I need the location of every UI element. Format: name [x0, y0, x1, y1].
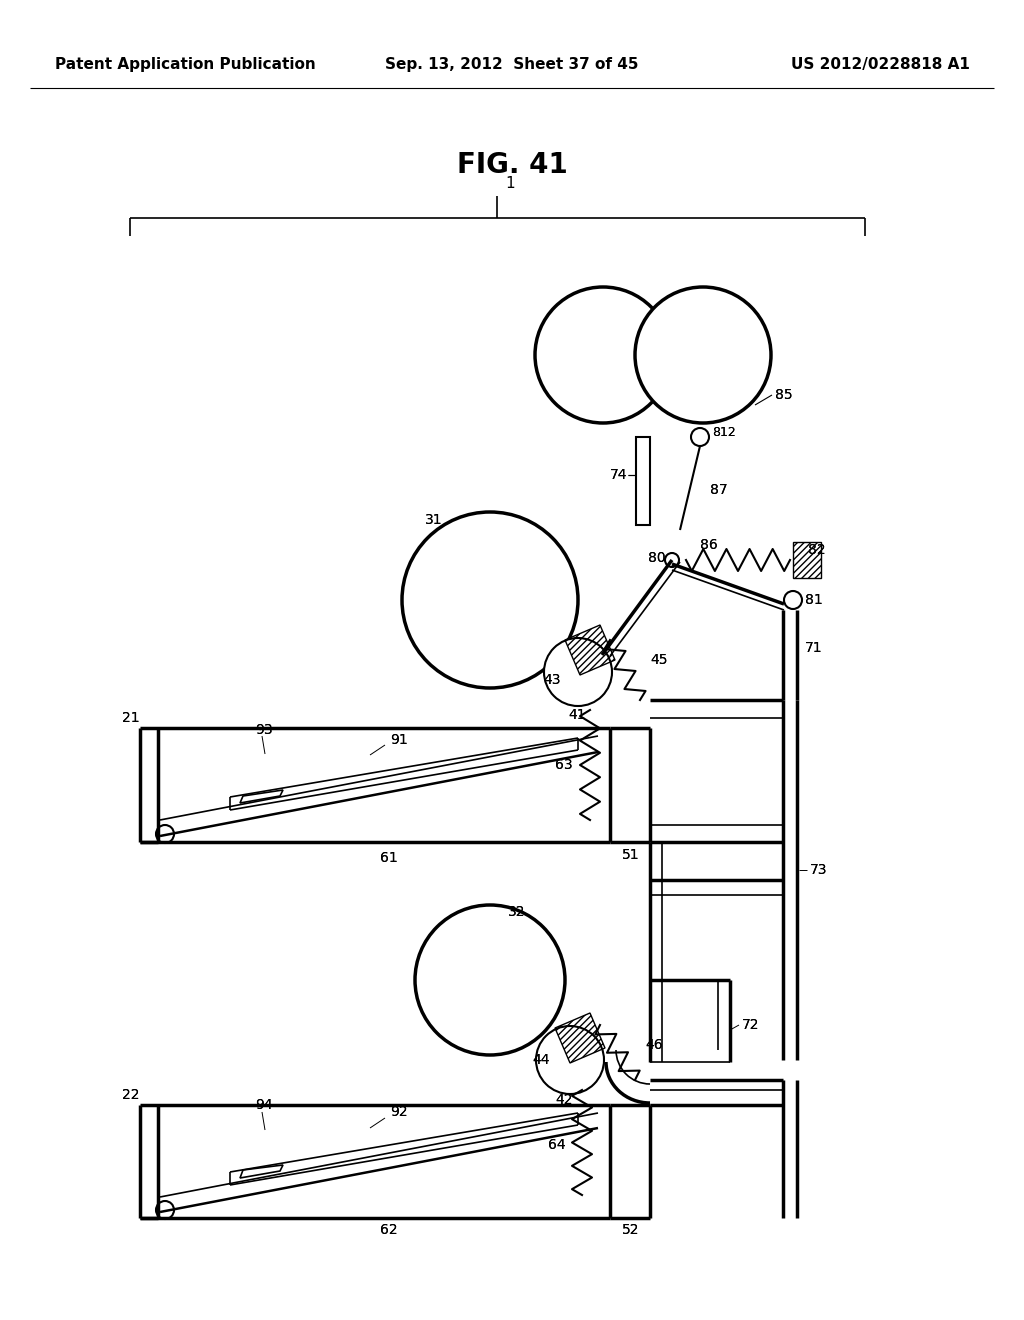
Text: 64: 64: [548, 1138, 565, 1152]
Text: 44: 44: [532, 1053, 550, 1067]
Text: 85: 85: [775, 388, 793, 403]
Text: 41: 41: [568, 708, 586, 722]
Text: 44: 44: [532, 1053, 550, 1067]
Text: 80: 80: [648, 550, 666, 565]
Text: 46: 46: [645, 1038, 663, 1052]
Text: FIG. 41: FIG. 41: [457, 150, 567, 180]
Text: 94: 94: [255, 1098, 272, 1111]
Circle shape: [691, 428, 709, 446]
Text: 64: 64: [548, 1138, 565, 1152]
Text: Patent Application Publication: Patent Application Publication: [55, 58, 315, 73]
Text: 71: 71: [805, 642, 822, 655]
Text: 81: 81: [805, 593, 822, 607]
Text: 63: 63: [555, 758, 572, 772]
Text: 72: 72: [742, 1018, 760, 1032]
Text: 73: 73: [810, 863, 827, 876]
Circle shape: [536, 1026, 604, 1094]
Circle shape: [402, 512, 578, 688]
Circle shape: [665, 553, 679, 568]
Text: 93: 93: [255, 723, 272, 737]
Text: 32: 32: [508, 906, 525, 919]
Text: 71: 71: [805, 642, 822, 655]
Text: 93: 93: [255, 723, 272, 737]
Text: 42: 42: [555, 1093, 572, 1107]
Text: 86: 86: [700, 539, 718, 552]
Text: 45: 45: [650, 653, 668, 667]
Text: 43: 43: [543, 673, 560, 686]
Text: US 2012/0228818 A1: US 2012/0228818 A1: [792, 58, 970, 73]
Circle shape: [544, 638, 612, 706]
Text: 63: 63: [555, 758, 572, 772]
Text: 92: 92: [390, 1105, 408, 1119]
Text: 21: 21: [122, 711, 139, 725]
Text: 86: 86: [700, 539, 718, 552]
Text: 43: 43: [543, 673, 560, 686]
Text: 1: 1: [505, 176, 515, 190]
Text: 82: 82: [808, 543, 825, 557]
Bar: [636, 437, 650, 525]
Text: 94: 94: [255, 1098, 272, 1111]
Text: 812: 812: [712, 426, 736, 440]
Text: 31: 31: [425, 513, 442, 527]
Text: 74: 74: [610, 469, 628, 482]
Circle shape: [535, 286, 671, 422]
Text: 80: 80: [648, 550, 666, 565]
Text: 72: 72: [742, 1018, 760, 1032]
Text: 62: 62: [380, 1224, 397, 1237]
Text: 812: 812: [712, 426, 736, 440]
Text: 91: 91: [390, 733, 408, 747]
Text: 31: 31: [425, 513, 442, 527]
Text: 45: 45: [650, 653, 668, 667]
Text: 51: 51: [622, 847, 640, 862]
Circle shape: [156, 825, 174, 843]
Circle shape: [784, 591, 802, 609]
Text: 85: 85: [775, 388, 793, 403]
Circle shape: [415, 906, 565, 1055]
Text: 32: 32: [508, 906, 525, 919]
Text: 52: 52: [622, 1224, 640, 1237]
Circle shape: [635, 286, 771, 422]
Text: 52: 52: [622, 1224, 640, 1237]
Text: 92: 92: [390, 1105, 408, 1119]
Text: 41: 41: [568, 708, 586, 722]
Text: 62: 62: [380, 1224, 397, 1237]
Text: 22: 22: [122, 1088, 139, 1102]
Text: 22: 22: [122, 1088, 139, 1102]
Text: 73: 73: [810, 863, 827, 876]
Bar: [793, 543, 821, 578]
Text: 21: 21: [122, 711, 139, 725]
Text: 87: 87: [710, 483, 728, 498]
Circle shape: [156, 1201, 174, 1218]
Text: 74: 74: [610, 469, 628, 482]
Text: 61: 61: [380, 851, 397, 865]
Text: 87: 87: [710, 483, 728, 498]
Text: 46: 46: [645, 1038, 663, 1052]
Text: 42: 42: [555, 1093, 572, 1107]
Text: 91: 91: [390, 733, 408, 747]
Text: Sep. 13, 2012  Sheet 37 of 45: Sep. 13, 2012 Sheet 37 of 45: [385, 58, 639, 73]
Text: 81: 81: [805, 593, 822, 607]
Text: 51: 51: [622, 847, 640, 862]
Text: 61: 61: [380, 851, 397, 865]
Text: 82: 82: [808, 543, 825, 557]
